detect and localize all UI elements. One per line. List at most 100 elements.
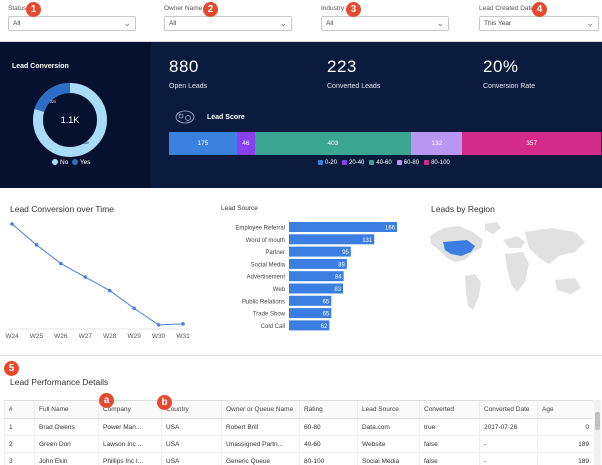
bar[interactable] [289,222,397,232]
x-tick-label: W26 [54,333,68,340]
created-date-select[interactable]: This Year ⌄ [479,16,599,31]
col-header-age[interactable]: Age [537,400,593,419]
donut-center-value: 1.1K [61,115,80,125]
callout-badge-a: a [99,393,114,408]
legend-label: 80-100 [431,160,450,167]
bar[interactable] [289,234,375,245]
bar[interactable] [289,308,332,319]
kpi-value: 880 [169,57,199,76]
table-cell: 2 [4,435,35,453]
data-point[interactable] [83,275,88,279]
x-tick-label: W31 [176,333,190,340]
col-header-rating[interactable]: Rating [299,400,358,419]
lead-score-segment[interactable]: 403 [254,132,412,155]
table-cell: false [419,435,480,453]
bar-value-label: 89 [338,262,345,268]
status-filter-label: Status [8,5,27,12]
scrollbar-thumb[interactable] [595,412,600,430]
table-cell: 80-100 [299,452,358,465]
lead-score-segment[interactable]: 132 [411,132,463,155]
table-cell: Green Don [34,435,99,453]
lead-score-segment[interactable]: 175 [169,132,237,155]
table-scrollbar[interactable] [594,400,601,465]
lead-score-segment[interactable]: 357 [462,132,601,155]
lead-performance-section: Lead Performance Details # Full Name Com… [0,357,602,465]
col-header-index[interactable]: # [4,400,35,419]
kpi-label: Conversion Rate [483,83,536,90]
lead-score-segment[interactable]: 46 [236,132,255,155]
owner-select-value: All [169,20,177,27]
table-cell: Phillips Inc I... [98,452,162,465]
bar[interactable] [289,295,332,306]
legend-swatch [369,160,375,165]
col-header-converted[interactable]: Converted [419,400,480,419]
lead-score-legend: 0-20 20-40 40-60 60-80 80-100 [313,160,450,166]
category-label: Cold Call [261,324,285,330]
lead-score-icon [175,110,195,124]
region-usa[interactable] [443,240,475,256]
category-label: Advertisement [247,275,286,281]
industry-filter: Industry All ⌄ [321,5,449,31]
x-tick-label: W24 [5,333,19,340]
table-cell: Robert Brill [221,418,300,436]
lead-source-title: Lead Source [221,205,258,212]
legend-no-label: No [60,159,69,166]
table-row[interactable]: 3 John Ekin Phillips Inc I... USA Generic Qu… [4,452,593,465]
callout-badge-2: 2 [203,2,218,17]
data-point[interactable] [156,323,161,327]
col-header-lead-source[interactable]: Lead Source [357,400,420,419]
legend-label: 60-80 [403,160,420,167]
industry-select[interactable]: All ⌄ [321,16,449,31]
data-point[interactable] [34,243,39,247]
lead-conversion-donut[interactable]: 1.1K 223 880 [32,82,108,158]
status-select[interactable]: All ⌄ [8,16,136,31]
kpi-value: 223 [327,57,357,76]
x-tick-label: W25 [30,333,44,340]
donut-legend: No Yes [52,159,91,166]
x-tick-label: W30 [152,333,166,340]
conversion-over-time-chart[interactable]: W24 W25 W26 W27 W28 W29 W30 W31 [0,216,200,346]
callout-badge-3: 3 [346,2,361,17]
category-label: Public Relations [242,299,285,305]
table-cell: false [419,452,480,465]
bar[interactable] [289,320,330,331]
data-point[interactable] [10,222,14,226]
table-cell: 40-60 [299,435,358,453]
conversion-over-time-title: Lead Conversion over Time [10,204,114,214]
table-row[interactable]: 2 Green Don Lawson Inc ... USA Unassigned Pa… [4,435,593,453]
bar-value-label: 83 [334,287,341,293]
lead-source-chart[interactable]: Employee Referral 166 Word of mouth 131 Part… [200,216,400,346]
bar-value-label: 65 [323,299,330,305]
table-cell: Website [357,435,420,453]
lead-conversion-title: Lead Conversion [12,63,69,70]
chevron-down-icon: ⌄ [436,18,444,28]
data-point[interactable] [181,322,185,326]
donut-label-yes: 223 [50,100,56,104]
table-cell: Generic Queue [221,452,300,465]
bar[interactable] [289,271,344,282]
data-point[interactable] [107,288,112,293]
series-line[interactable] [11,223,184,326]
bar[interactable] [289,258,347,269]
col-header-owner[interactable]: Owner or Queue Name [221,400,300,419]
data-point[interactable] [132,306,136,311]
table-row[interactable]: 1 Brad Owens Power Man... USA Robert Brill 60… [4,418,593,436]
bar[interactable] [289,246,351,257]
category-label: Web [273,287,286,293]
owner-select[interactable]: All ⌄ [164,16,292,31]
donut-slice-yes[interactable] [34,83,71,113]
data-point[interactable] [59,261,63,266]
kpi-band: Lead Conversion 1.1K 223 880 No Yes 880 … [0,42,602,188]
col-header-company[interactable]: Company [98,400,162,419]
legend-label: 20-40 [349,160,365,167]
status-filter: Status All ⌄ [8,5,136,31]
table-cell: 0 [537,418,593,436]
bar[interactable] [289,283,343,294]
status-select-value: All [13,20,21,27]
bar-value-label: 84 [335,275,342,281]
leads-by-region-map[interactable] [425,218,595,318]
col-header-converted-date[interactable]: Converted Date [479,400,538,419]
lead-conversion-panel: Lead Conversion 1.1K 223 880 No Yes [0,42,151,188]
col-header-full-name[interactable]: Full Name [34,400,99,419]
table-cell: Unassigned Partn... [221,435,300,453]
